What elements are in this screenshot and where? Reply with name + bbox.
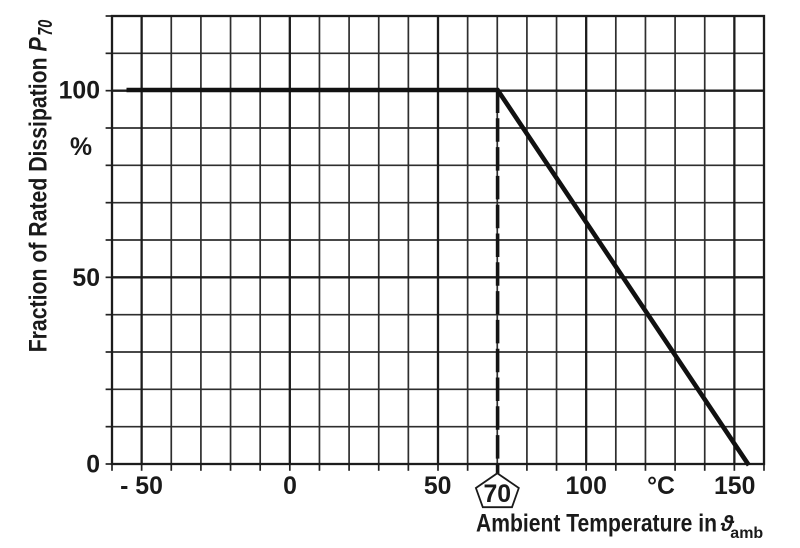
svg-text:Ambient Temperature in: Ambient Temperature in <box>476 510 717 537</box>
svg-text:50: 50 <box>424 473 452 500</box>
svg-text:°C: °C <box>647 473 675 500</box>
svg-text:150: 150 <box>714 473 755 500</box>
svg-text:- 50: - 50 <box>120 473 163 500</box>
svg-text:70: 70 <box>35 20 57 36</box>
svg-text:%: % <box>70 134 92 161</box>
svg-text:ϑ: ϑ <box>720 511 735 536</box>
svg-text:100: 100 <box>566 473 607 500</box>
svg-text:50: 50 <box>72 265 100 292</box>
svg-text:70: 70 <box>484 481 512 508</box>
svg-text:amb: amb <box>730 525 763 542</box>
svg-text:0: 0 <box>283 473 297 500</box>
svg-text:100: 100 <box>59 78 100 105</box>
svg-text:Fraction of Rated Dissipation: Fraction of Rated Dissipation P <box>25 37 52 352</box>
svg-text:0: 0 <box>86 452 100 479</box>
